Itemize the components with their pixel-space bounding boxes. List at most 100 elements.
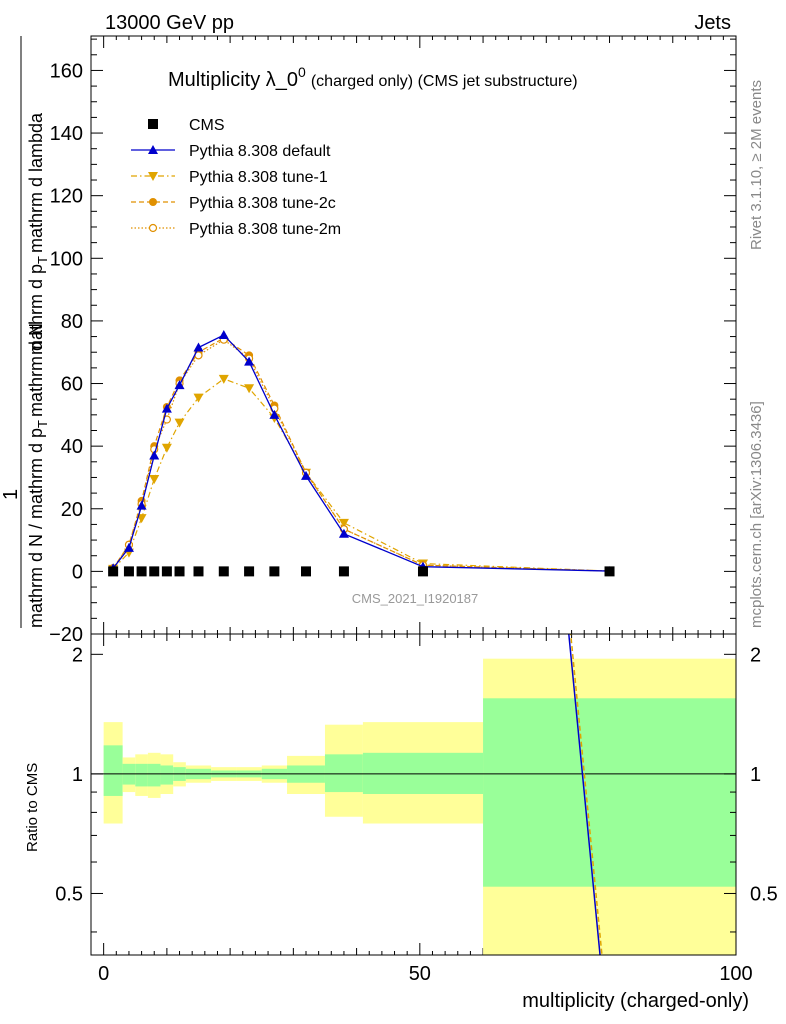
data-point [149,198,157,206]
data-point [301,470,311,480]
data-point [218,330,229,339]
main-plot: −20 0 20 40 60 80 100 120 140 160 [49,35,737,955]
data-point [269,409,280,419]
data-point [174,380,185,390]
legend-label: Pythia 8.308 default [189,143,331,160]
y-tick-label: 80 [61,311,83,333]
data-point [218,566,229,577]
y-tick-label: 140 [50,123,83,145]
data-point [244,566,255,577]
data-point [148,119,158,129]
legend-entry: Pythia 8.308 default [131,143,331,160]
x-tick-label: 100 [719,963,752,985]
x-tick-label: 0 [98,963,109,985]
ratio-series-line [568,634,601,955]
chart-title: Multiplicity λ_00(charged only) (CMS jet… [168,64,578,91]
ratio-ylabel: Ratio to CMS [24,763,41,852]
ylabel-numer: 1 [0,489,22,500]
data-point [136,514,147,524]
y-tick-label: 0 [72,561,83,583]
data-point [161,566,172,577]
data-point [136,566,147,577]
ratio-y-tick-label-right: 2 [750,644,761,666]
ratio-y-tick-label: 0.5 [55,883,83,905]
data-point [174,566,185,577]
y-tick-label: 100 [50,248,83,270]
y-tick-label: 120 [50,186,83,208]
data-point [148,223,158,233]
legend-entry: CMS [148,117,225,134]
legend-label: Pythia 8.308 tune-1 [189,169,328,186]
watermark: CMS_2021_I1920187 [352,591,479,606]
ratio-y-tick-label-right: 1 [750,764,761,786]
ratio-band-inner [135,763,148,787]
side-rivet: Rivet 3.1.10, ≥ 2M events [748,80,765,250]
header-left: 13000 GeV pp [105,12,234,34]
data-point [161,403,172,413]
main-frame [90,35,737,635]
legend: CMS Pythia 8.308 default Pythia 8.308 tune… [131,117,341,238]
ratio-band-inner [483,698,736,887]
data-point [123,542,134,552]
ylabel-denom-2: mathrm d pTmathrm d lambda [26,112,50,355]
data-point [148,145,158,154]
data-point [136,500,147,510]
ylabel-denom: mathrm d N / mathrm d pTmathrm d N [26,323,50,628]
header-right: Jets [694,12,731,34]
series-0 [108,566,615,577]
data-point [108,566,119,577]
data-point [338,528,349,538]
legend-label: Pythia 8.308 tune-2c [189,195,336,212]
data-point [123,566,134,577]
ratio-plot: 0 50 100 0.5 0.5 1 1 2 2 [55,633,778,985]
data-point [604,566,615,577]
y-tick-label: 160 [50,60,83,82]
data-point [161,443,172,453]
data-point [301,566,311,577]
data-point [417,566,428,577]
data-point [148,172,158,181]
ratio-y-tick-label-right: 0.5 [750,883,778,905]
ratio-y-tick-label: 2 [72,644,83,666]
ratio-band-inner [324,754,363,793]
series-2 [108,374,615,577]
data-point [269,566,280,577]
legend-entry: Pythia 8.308 tune-2c [131,195,336,212]
series-3 [109,334,614,576]
series-line [112,337,610,572]
legend-entry: Pythia 8.308 tune-1 [131,169,328,186]
data-point [244,384,255,394]
y-tick-label: 20 [61,499,83,521]
side-mcplots: mcplots.cern.ch [arXiv:1306.3436] [748,401,765,628]
ratio-y-tick-label: 1 [72,764,83,786]
ratio-series-line [569,634,603,955]
y-tick-label: 40 [61,436,83,458]
ratio-band-inner [160,765,174,785]
series-line [112,338,610,572]
data-point [149,450,160,460]
data-point [244,356,255,366]
data-point [149,566,160,577]
series-1 [108,330,615,576]
data-point [149,475,160,485]
x-axis-label: multiplicity (charged-only) [522,990,749,1012]
legend-label: CMS [189,117,225,134]
series-line [112,334,610,572]
data-point [193,393,204,403]
y-tick-label: −20 [49,624,83,646]
ratio-frame [90,633,737,956]
data-point [174,418,185,428]
legend-entry: Pythia 8.308 tune-2m [131,221,341,238]
data-point [218,374,229,384]
ratio-band-inner [147,763,161,787]
series-line [112,378,610,572]
x-tick-label: 50 [409,963,431,985]
y-axis-label: 1 mathrm d N / mathrm d pTmathrm d N mat… [0,36,50,628]
data-point [338,518,349,528]
data-point [193,566,204,577]
data-point [338,566,349,577]
legend-label: Pythia 8.308 tune-2m [189,221,341,238]
data-point [193,342,204,352]
ratio-band-inner [103,745,123,796]
